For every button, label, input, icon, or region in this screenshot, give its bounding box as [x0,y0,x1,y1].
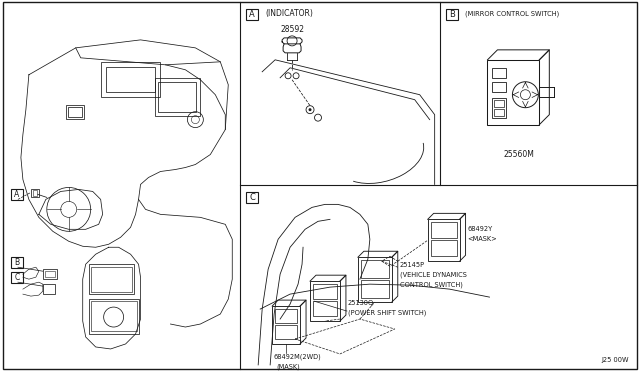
Bar [246,9,258,20]
Text: B: B [14,258,19,267]
Text: 68492M(2WD): 68492M(2WD) [273,354,321,360]
Bar [488,60,540,125]
Bar [358,257,392,302]
Bar [43,269,57,279]
Text: CONTROL SWITCH): CONTROL SWITCH) [400,282,463,288]
Bar [33,190,37,196]
Bar [445,9,458,20]
Bar [495,109,504,116]
Bar [91,301,136,331]
Bar [361,280,388,298]
Text: 68492Y: 68492Y [468,226,493,232]
Bar [68,107,82,117]
Bar [91,267,132,292]
Text: C: C [14,273,20,282]
Bar [100,62,161,97]
Bar [11,272,23,283]
Bar [11,189,23,201]
Bar [31,189,39,198]
Bar [106,67,156,92]
Bar [361,260,388,278]
Bar [495,100,504,107]
Circle shape [308,108,312,111]
Bar [156,78,200,116]
Bar [493,82,506,92]
Bar [275,325,297,339]
Text: <MASK>: <MASK> [468,236,497,242]
Text: 25130Q: 25130Q [348,300,374,306]
Bar [272,306,300,344]
Text: A: A [14,190,20,199]
Text: 25145P: 25145P [400,262,425,268]
Bar [310,281,340,321]
Text: J25 00W: J25 00W [602,357,629,363]
Text: B: B [449,10,454,19]
Text: (MASK): (MASK) [276,364,300,371]
Text: (MIRROR CONTROL SWITCH): (MIRROR CONTROL SWITCH) [465,11,559,17]
Text: (VEHICLE DYNAMICS: (VEHICLE DYNAMICS [400,272,467,278]
Bar [428,219,460,261]
Bar [89,264,134,294]
Bar [313,284,337,299]
Bar [275,309,297,323]
Text: 25560M: 25560M [504,150,535,159]
Bar [431,240,456,256]
Text: (INDICATOR): (INDICATOR) [265,9,313,19]
Bar [89,299,138,334]
Bar [43,284,55,294]
Bar [431,222,456,238]
Bar [493,98,506,118]
Text: (POWER SHIFT SWITCH): (POWER SHIFT SWITCH) [348,310,426,316]
Bar [313,301,337,316]
Bar [159,82,196,112]
Bar [246,192,258,203]
Text: 28592: 28592 [280,25,304,35]
Bar [45,271,55,277]
Bar [66,105,84,119]
Text: A: A [250,10,255,19]
Bar [11,257,23,268]
Bar [493,68,506,78]
Text: C: C [249,193,255,202]
